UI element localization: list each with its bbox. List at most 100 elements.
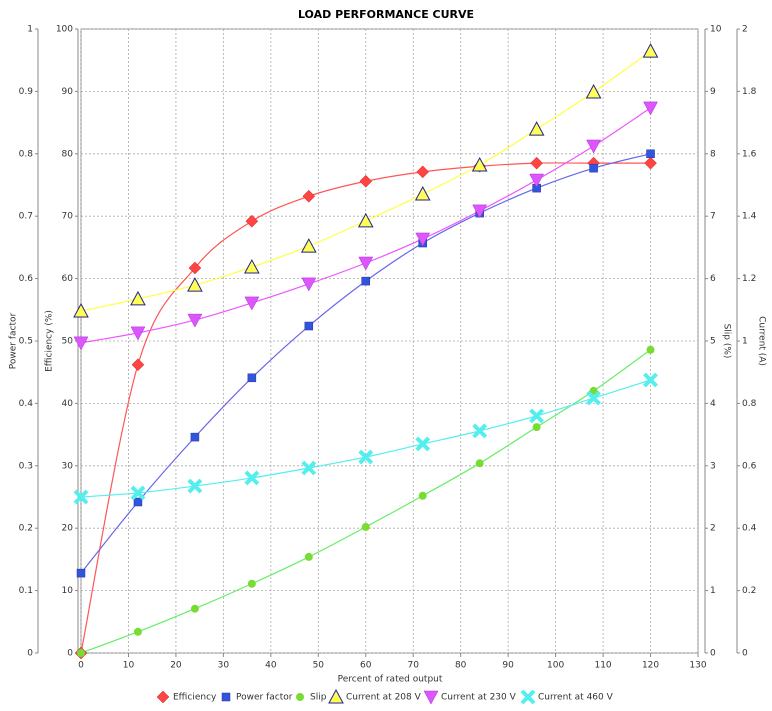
y-tick-label: 0.5 [19, 337, 33, 347]
y-tick-label: 1 [27, 25, 33, 35]
marker [133, 627, 142, 636]
marker [529, 173, 545, 188]
y3-tick-label: 3 [710, 461, 716, 471]
y2-tick-label: 10 [62, 586, 74, 596]
marker [471, 156, 488, 172]
x-tick-label: 90 [502, 661, 514, 671]
marker [187, 478, 203, 494]
y4-tick-label: 1 [742, 337, 748, 347]
marker [642, 43, 659, 58]
marker [585, 83, 602, 99]
marker [589, 163, 598, 173]
y-tick-label: 0 [27, 649, 33, 659]
marker [187, 277, 203, 292]
y2-tick-label: 60 [62, 274, 74, 284]
marker [530, 156, 543, 170]
marker [187, 313, 203, 328]
marker [646, 345, 655, 354]
marker [296, 693, 304, 701]
marker [416, 165, 430, 179]
y3-tick-label: 8 [710, 149, 716, 159]
marker [221, 692, 231, 702]
marker [304, 321, 314, 331]
x-tick-label: 120 [642, 661, 659, 671]
y2-axis-label: Efficiency (%) [45, 310, 55, 372]
x-tick-label: 30 [218, 661, 230, 671]
x-tick-label: 130 [689, 661, 706, 671]
y3-axis-label: Slip (%) [722, 324, 732, 359]
y4-tick-label: 2 [742, 25, 748, 35]
chart-title: LOAD PERFORMANCE CURVE [298, 8, 474, 21]
legend-item: Slip [296, 693, 327, 703]
marker [361, 276, 371, 286]
legend-item: Current at 208 V [328, 688, 422, 704]
marker [73, 302, 89, 318]
marker [133, 497, 143, 507]
y4-tick-label: 0.8 [742, 399, 757, 409]
y4-tick-label: 1.2 [742, 274, 756, 284]
y-tick-label: 0.9 [19, 87, 34, 97]
y-tick-label: 0.1 [19, 586, 33, 596]
y2-tick-label: 70 [62, 212, 74, 222]
marker [73, 336, 89, 351]
marker [245, 214, 259, 228]
marker [423, 690, 439, 705]
marker [301, 460, 317, 476]
y4-tick-label: 0.6 [742, 461, 757, 471]
marker [644, 156, 657, 170]
marker [244, 259, 260, 274]
y-tick-label: 0.2 [19, 524, 33, 534]
y-tick-label: 0.7 [19, 212, 33, 222]
y3-tick-label: 4 [710, 399, 716, 409]
marker [418, 491, 427, 500]
marker [247, 373, 257, 383]
y3-tick-label: 0 [710, 649, 716, 659]
x-tick-label: 80 [455, 661, 467, 671]
marker [475, 459, 484, 468]
x-axis-label: Percent of rated output [338, 675, 443, 685]
marker [361, 522, 370, 531]
x-tick-label: 40 [265, 661, 277, 671]
y4-tick-label: 0.2 [742, 586, 756, 596]
marker [646, 149, 655, 159]
legend-label: Slip [310, 693, 327, 703]
legend-label: Current at 208 V [346, 693, 422, 703]
marker [643, 372, 658, 388]
marker [73, 489, 89, 505]
marker [415, 232, 431, 247]
marker [76, 568, 86, 578]
marker [586, 390, 601, 406]
y3-tick-label: 6 [710, 274, 716, 284]
y3-tick-label: 5 [710, 337, 716, 347]
y4-tick-label: 1.6 [742, 149, 757, 159]
marker [472, 423, 488, 439]
series-line [80, 50, 651, 312]
marker [532, 423, 541, 432]
x-tick-label: 100 [547, 661, 564, 671]
marker [300, 238, 317, 253]
marker [472, 204, 488, 219]
marker [190, 604, 199, 613]
x-tick-label: 10 [123, 661, 135, 671]
y2-tick-label: 90 [62, 87, 74, 97]
marker [643, 101, 658, 116]
x-tick-label: 0 [78, 661, 84, 671]
legend-item: Current at 230 V [423, 690, 517, 705]
marker [188, 261, 202, 275]
legend-item: Power factor [221, 692, 293, 703]
marker [302, 189, 316, 203]
marker [77, 649, 85, 657]
y4-axis-label: Current (A) [757, 316, 767, 366]
y3-tick-label: 10 [710, 25, 722, 35]
y-tick-label: 0.8 [19, 149, 34, 159]
y2-tick-label: 80 [62, 149, 74, 159]
marker [528, 121, 545, 136]
marker [156, 690, 170, 704]
y-tick-label: 0.4 [19, 399, 34, 409]
marker [130, 326, 146, 341]
y3-tick-label: 2 [710, 524, 716, 534]
marker [244, 296, 260, 311]
y-axis-label: Power factor [9, 312, 19, 369]
legend-label: Power factor [236, 693, 293, 703]
